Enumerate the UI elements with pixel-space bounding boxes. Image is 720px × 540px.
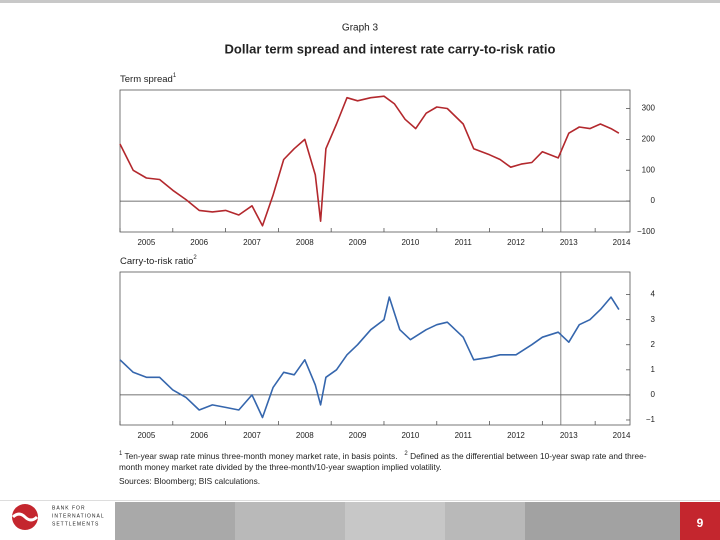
page-number: 9 bbox=[697, 516, 704, 530]
y-tick-label: 300 bbox=[642, 104, 656, 113]
page-box bbox=[680, 502, 720, 540]
x-tick-label: 2012 bbox=[507, 238, 525, 247]
x-tick-label: 2005 bbox=[137, 238, 155, 247]
y-tick-label: 3 bbox=[651, 315, 656, 324]
org-line: INTERNATIONAL bbox=[52, 513, 105, 519]
photo bbox=[525, 502, 680, 540]
y-axis-label: Carry-to-risk ratio2 bbox=[120, 255, 197, 267]
x-tick-label: 2006 bbox=[190, 238, 208, 247]
x-tick-label: 2010 bbox=[401, 238, 419, 247]
x-tick-label: 2014 bbox=[613, 238, 631, 247]
x-tick-label: 2009 bbox=[349, 431, 367, 440]
x-tick-label: 2006 bbox=[190, 431, 208, 440]
x-tick-label: 2010 bbox=[401, 431, 419, 440]
label-sup: 2 bbox=[193, 255, 197, 261]
x-tick-label: 2013 bbox=[560, 238, 578, 247]
graph-label: Graph 3 bbox=[342, 23, 379, 34]
logo-wave bbox=[11, 512, 39, 522]
y-tick-label: 4 bbox=[651, 290, 656, 299]
sources: Sources: Bloomberg; BIS calculations. bbox=[119, 475, 261, 486]
x-tick-label: 2005 bbox=[137, 431, 155, 440]
org-line: BANK FOR bbox=[52, 505, 86, 511]
label-text: Carry-to-risk ratio bbox=[120, 256, 193, 267]
footnotes: 1 Ten-year swap rate minus three-month m… bbox=[119, 449, 664, 473]
x-tick-label: 2008 bbox=[296, 431, 314, 440]
fn-mark: 1 bbox=[119, 451, 123, 457]
y-tick-label: 0 bbox=[651, 390, 656, 399]
label-text: Term spread bbox=[120, 74, 173, 85]
y-tick-label: 100 bbox=[642, 165, 656, 174]
x-tick-label: 2014 bbox=[613, 431, 631, 440]
y-tick-label: −1 bbox=[646, 415, 656, 424]
y-tick-label: 2 bbox=[651, 340, 656, 349]
y-tick-label: 1 bbox=[651, 365, 656, 374]
plot-frame bbox=[119, 271, 631, 426]
x-tick-label: 2007 bbox=[243, 238, 261, 247]
series-line bbox=[119, 296, 620, 419]
plot-frame bbox=[119, 89, 631, 233]
y-tick-label: 200 bbox=[642, 135, 656, 144]
x-tick-label: 2011 bbox=[455, 431, 473, 440]
fn-mark: 2 bbox=[404, 451, 408, 457]
fn-text: Ten-year swap rate minus three-month mon… bbox=[124, 450, 398, 461]
y-tick-label: −100 bbox=[637, 227, 656, 236]
x-tick-label: 2009 bbox=[349, 238, 367, 247]
x-tick-label: 2011 bbox=[455, 238, 473, 247]
notes: 1 Ten-year swap rate minus three-month m… bbox=[119, 449, 664, 487]
fn-text: Defined as the differential between 10-y… bbox=[119, 450, 647, 472]
y-tick-label: 0 bbox=[651, 196, 656, 205]
org-line: SETTLEMENTS bbox=[52, 521, 99, 527]
photo bbox=[345, 502, 445, 540]
top-bar bbox=[0, 0, 720, 3]
x-tick-label: 2012 bbox=[507, 431, 525, 440]
title: Dollar term spread and interest rate car… bbox=[225, 41, 556, 56]
label-sup: 1 bbox=[173, 73, 177, 79]
series-line bbox=[119, 95, 620, 227]
y-axis-label: Term spread1 bbox=[120, 73, 177, 85]
photo bbox=[115, 502, 235, 540]
x-tick-label: 2008 bbox=[296, 238, 314, 247]
footer-rule bbox=[0, 500, 720, 501]
x-tick-label: 2013 bbox=[560, 431, 578, 440]
x-tick-label: 2007 bbox=[243, 431, 261, 440]
